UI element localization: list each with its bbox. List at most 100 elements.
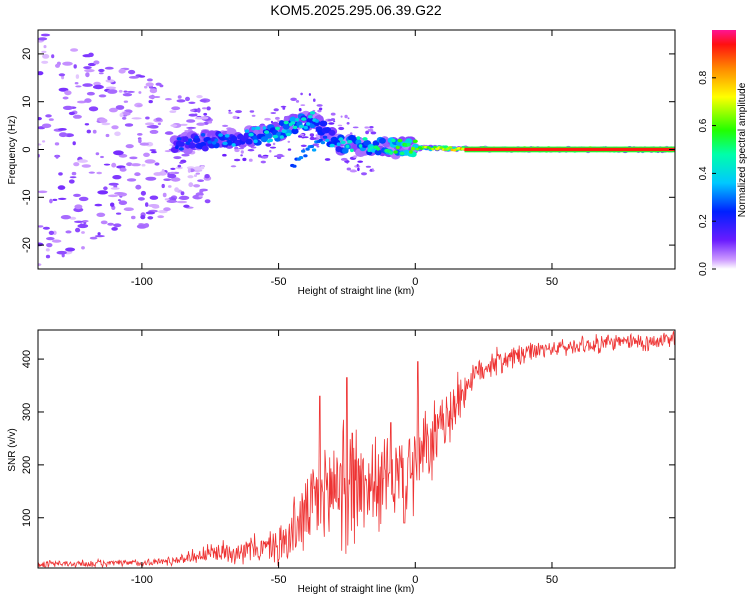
y-tick-label: 20	[21, 48, 33, 60]
noise-blob	[164, 150, 172, 153]
ridge-mark	[214, 138, 219, 142]
noise-blob	[199, 116, 209, 120]
noise-blob	[38, 263, 42, 266]
y-tick-label: -20	[21, 237, 33, 253]
y-tick-label: 0	[21, 146, 33, 152]
noise-blob	[361, 172, 367, 176]
ridge-mark	[251, 126, 256, 131]
noise-blob	[118, 200, 128, 205]
ridge-mark	[200, 133, 206, 137]
noise-blob	[180, 191, 185, 196]
noise-blob	[248, 158, 253, 162]
noise-blob	[84, 98, 92, 103]
noise-blob	[188, 182, 194, 188]
ridge-mark	[255, 126, 261, 130]
noise-blob	[364, 126, 370, 129]
ridge-mark	[224, 134, 230, 138]
noise-blob	[74, 220, 84, 223]
noise-blob	[204, 174, 210, 179]
colorbar-label: Normalized spectral amplitude	[737, 82, 748, 217]
noise-blob	[98, 68, 105, 73]
noise-blob	[45, 114, 52, 118]
noise-blob	[98, 94, 107, 98]
noise-blob	[114, 131, 121, 137]
noise-blob	[309, 137, 317, 140]
noise-blob	[330, 112, 336, 116]
ridge-branch-mark	[311, 148, 317, 152]
noise-blob	[65, 247, 76, 252]
noise-blob	[287, 140, 291, 143]
noise-blob	[81, 231, 85, 234]
noise-blob	[300, 144, 307, 147]
ridge-branch-mark	[303, 154, 308, 158]
noise-blob	[151, 205, 160, 209]
noise-blob	[105, 86, 117, 90]
noise-blob	[109, 107, 118, 113]
noise-blob	[119, 167, 127, 172]
noise-blob	[48, 118, 54, 121]
noise-blob	[58, 172, 63, 176]
spectrogram-x-axis-label: Height of straight line (km)	[298, 286, 415, 297]
noise-blob	[148, 100, 153, 104]
snr-panel: -100 -50 0 50 100 200 300 400 Height of straig…	[7, 329, 676, 595]
snr-marks	[38, 330, 675, 568]
ridge-mark	[226, 139, 233, 146]
ridge-mark	[393, 150, 398, 154]
noise-blob	[107, 75, 111, 81]
noise-blob	[185, 96, 190, 102]
ridge-mark	[275, 126, 280, 131]
ridge-mark	[289, 116, 296, 123]
noise-blob	[313, 98, 316, 102]
noise-blob	[316, 104, 323, 107]
ridge-mark	[405, 138, 413, 145]
noise-blob	[206, 106, 211, 111]
ridge-mark	[356, 136, 361, 140]
noise-blob	[116, 212, 122, 215]
noise-blob	[45, 254, 51, 259]
colorbar-tick-label: 0.6	[698, 118, 709, 132]
colorbar-tick-label: 0.4	[698, 166, 709, 180]
noise-blob	[81, 164, 92, 168]
noise-blob	[233, 158, 241, 162]
ridge-mark	[245, 138, 253, 145]
noise-blob	[340, 115, 343, 118]
ridge-branch-mark	[318, 138, 323, 142]
noise-blob	[242, 157, 247, 162]
snr-x-axis-label: Height of straight line (km)	[298, 584, 415, 595]
y-tick-label: 200	[21, 456, 33, 474]
ridge-branch-mark	[320, 141, 326, 145]
noise-blob	[327, 119, 334, 122]
ridge-mark	[279, 135, 284, 139]
noise-blob	[309, 133, 315, 137]
spectrogram-y-axis-label: Frequency (Hz)	[7, 116, 18, 185]
ridge-branch-mark	[322, 135, 328, 139]
noise-blob	[111, 227, 118, 231]
noise-blob	[168, 185, 172, 188]
noise-blob	[299, 133, 305, 136]
noise-blob	[138, 75, 146, 78]
noise-blob	[173, 156, 182, 160]
noise-blob	[93, 60, 100, 65]
noise-blob	[174, 187, 180, 193]
noise-blob	[73, 162, 80, 167]
noise-blob	[154, 162, 160, 166]
ridge-mark	[415, 147, 420, 151]
noise-blob	[272, 142, 276, 146]
noise-blob	[119, 113, 124, 117]
ridge-branch-mark	[298, 156, 304, 160]
noise-blob	[103, 186, 108, 191]
noise-blob	[163, 207, 171, 212]
ridge-mark	[192, 137, 201, 143]
ridge-mark	[264, 130, 270, 134]
noise-blob	[92, 129, 97, 134]
y-tick-label: -10	[21, 189, 33, 205]
noise-blob	[228, 111, 233, 115]
noise-blob	[87, 62, 96, 67]
ridge-mark	[253, 139, 258, 144]
ridge-mark	[260, 136, 269, 143]
noise-blob	[65, 230, 72, 234]
noise-blob	[148, 95, 156, 99]
noise-blob	[184, 130, 189, 133]
noise-blob	[197, 107, 201, 113]
ridge-mark	[379, 137, 386, 144]
